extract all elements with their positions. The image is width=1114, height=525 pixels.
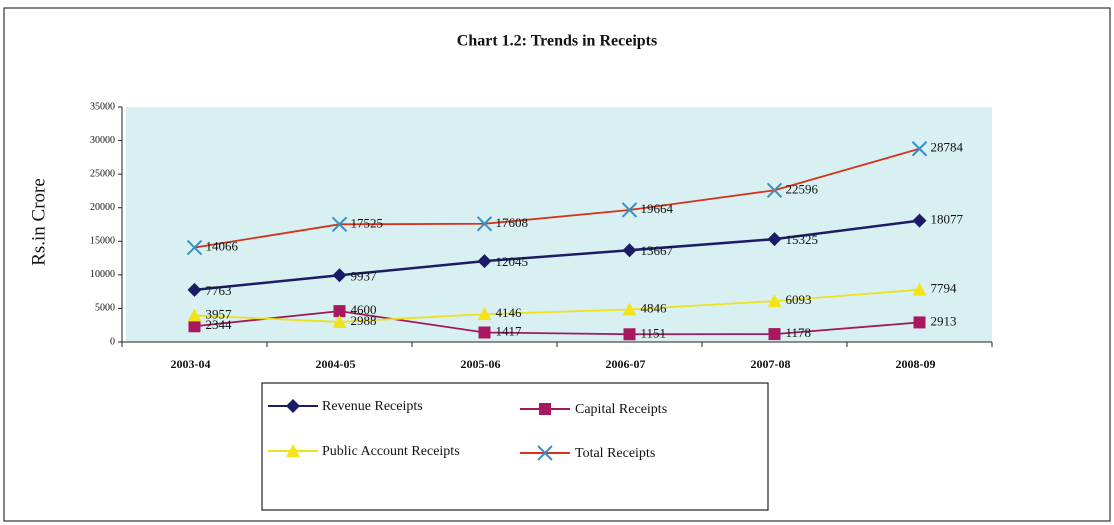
data-point: [767, 294, 782, 308]
data-point: [912, 213, 927, 228]
y-tick-label: 5000: [95, 303, 115, 314]
x-tick-label: 2004-05: [316, 357, 356, 371]
plot-area: [126, 107, 992, 342]
chart-title: Chart 1.2: Trends in Receipts: [457, 33, 657, 50]
y-tick-label: 35000: [90, 101, 115, 112]
data-label: 3957: [206, 306, 233, 321]
data-point: [333, 305, 346, 318]
data-label: 4600: [351, 302, 377, 317]
data-point: [332, 314, 347, 328]
series-line: [194, 219, 920, 292]
legend-label: Public Account Receipts: [322, 444, 460, 459]
data-point: [187, 282, 202, 297]
data-point: [623, 328, 636, 341]
y-tick-label: 0: [110, 336, 115, 347]
data-point: [477, 307, 492, 321]
data-label: 9937: [351, 268, 378, 283]
data-point: [622, 302, 637, 316]
x-tick-label: 2005-06: [461, 357, 501, 371]
data-point: [621, 202, 638, 218]
legend-label: Revenue Receipts: [322, 399, 423, 414]
legend-marker: [537, 445, 553, 461]
data-label: 7794: [931, 281, 958, 296]
data-label: 15325: [786, 232, 819, 247]
x-tick-label: 2008-09: [896, 357, 936, 371]
data-label: 12045: [496, 254, 529, 269]
data-point: [766, 182, 783, 198]
data-label: 13667: [641, 243, 674, 258]
y-tick-label: 15000: [90, 236, 115, 247]
data-point: [331, 216, 348, 233]
legend-label: Total Receipts: [575, 446, 655, 461]
data-point: [768, 328, 781, 341]
data-label: 18077: [931, 212, 964, 227]
series-line: [194, 288, 920, 323]
data-label: 1178: [786, 325, 812, 340]
data-point: [476, 216, 493, 232]
legend: [261, 382, 769, 511]
y-axis-label: Rs.in Crore: [28, 178, 49, 266]
data-label: 2344: [206, 317, 233, 332]
x-tick-label: 2006-07: [606, 357, 646, 371]
data-point: [912, 282, 927, 296]
data-label: 4146: [496, 305, 523, 320]
data-point: [186, 239, 203, 256]
y-tick-label: 25000: [90, 168, 115, 179]
legend-marker: [286, 399, 300, 413]
series-line: [194, 310, 920, 336]
data-label: 7763: [206, 283, 232, 298]
data-point: [767, 232, 782, 247]
data-point: [332, 268, 347, 283]
data-point: [911, 141, 928, 157]
series-line: [194, 147, 920, 249]
data-label: 22596: [786, 181, 819, 196]
data-label: 17525: [351, 215, 384, 230]
data-label: 1417: [496, 323, 523, 338]
data-label: 1151: [641, 325, 667, 340]
data-label: 2913: [931, 313, 957, 328]
data-point: [478, 326, 491, 339]
data-label: 2988: [351, 313, 377, 328]
data-point: [622, 243, 637, 258]
frame: [3, 7, 1111, 522]
legend-marker: [286, 444, 300, 457]
data-label: 17608: [496, 215, 529, 230]
data-label: 28784: [931, 140, 964, 155]
data-label: 4846: [641, 300, 668, 315]
data-label: 14066: [206, 239, 239, 254]
data-point: [188, 320, 201, 333]
legend-label: Capital Receipts: [575, 402, 667, 417]
data-point: [477, 254, 492, 269]
data-point: [913, 316, 926, 329]
y-tick-label: 30000: [90, 135, 115, 146]
data-label: 6093: [786, 292, 812, 307]
y-tick-label: 10000: [90, 269, 115, 280]
x-tick-label: 2007-08: [751, 357, 791, 371]
x-tick-label: 2003-04: [171, 357, 211, 371]
y-tick-label: 20000: [90, 202, 115, 213]
data-point: [187, 308, 202, 322]
legend-marker: [539, 403, 551, 415]
data-label: 19664: [641, 201, 674, 216]
